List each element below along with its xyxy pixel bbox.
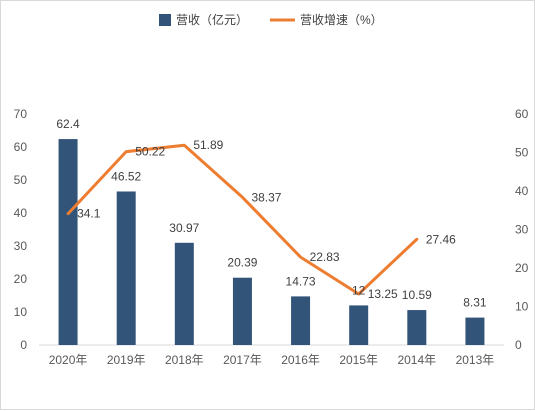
y-left-tick-label: 40: [14, 206, 28, 220]
line-data-label: 27.46: [426, 232, 456, 246]
bar: [232, 277, 252, 345]
bar-data-label: 14.73: [286, 274, 316, 288]
bar-data-label: 8.31: [463, 296, 487, 310]
y-right-tick-label: 50: [515, 146, 529, 160]
y-left-tick-label: 30: [14, 239, 28, 253]
legend-line-label: 营收增速（%）: [300, 13, 383, 27]
growth-line: [66, 143, 419, 296]
bar-data-label: 30.97: [169, 221, 199, 235]
x-tick-label: 2019年: [107, 353, 146, 367]
line-data-label: 13.25: [368, 287, 398, 301]
y-right-tick-label: 10: [515, 300, 529, 314]
y-left-tick-label: 60: [14, 140, 28, 154]
bar-data-label: 62.4: [56, 117, 80, 131]
y-right-tick-label: 30: [515, 223, 529, 237]
x-tick-label: 2018年: [165, 353, 204, 367]
x-tick-label: 2013年: [456, 353, 495, 367]
line-data-label: 38.37: [251, 190, 281, 204]
y-left-tick-label: 20: [14, 272, 28, 286]
x-tick-label: 2015年: [339, 353, 378, 367]
x-tick-label: 2020年: [49, 353, 88, 367]
y-left-tick-label: 50: [14, 173, 28, 187]
bar-data-label: 46.52: [111, 169, 141, 183]
bar-data-label: 12: [352, 283, 366, 297]
y-left-tick-label: 70: [14, 107, 28, 121]
line-data-label: 34.1: [77, 207, 101, 221]
bar-data-label: 20.39: [227, 256, 257, 270]
bar: [465, 317, 485, 345]
bar: [407, 310, 427, 345]
bar-data-label: 10.59: [402, 288, 432, 302]
line-data-label: 51.89: [193, 138, 223, 152]
legend-bar-label: 营收（亿元）: [176, 12, 248, 27]
bar: [349, 305, 369, 345]
x-tick-label: 2017年: [223, 353, 262, 367]
y-right-tick-label: 0: [515, 338, 522, 352]
line-data-label: 22.83: [310, 250, 340, 264]
y-right-tick-label: 40: [515, 184, 529, 198]
y-right-tick-label: 20: [515, 261, 529, 275]
x-tick-label: 2014年: [397, 353, 436, 367]
y-left-tick-label: 0: [20, 338, 27, 352]
bar: [174, 242, 194, 345]
y-right-tick-label: 60: [515, 107, 529, 121]
legend-bar-swatch: [159, 14, 171, 26]
x-tick-label: 2016年: [281, 353, 320, 367]
bar: [291, 296, 311, 345]
y-left-tick-label: 10: [14, 305, 28, 319]
line-data-label: 50.22: [135, 145, 165, 159]
bar: [116, 191, 136, 345]
bar: [58, 139, 78, 345]
